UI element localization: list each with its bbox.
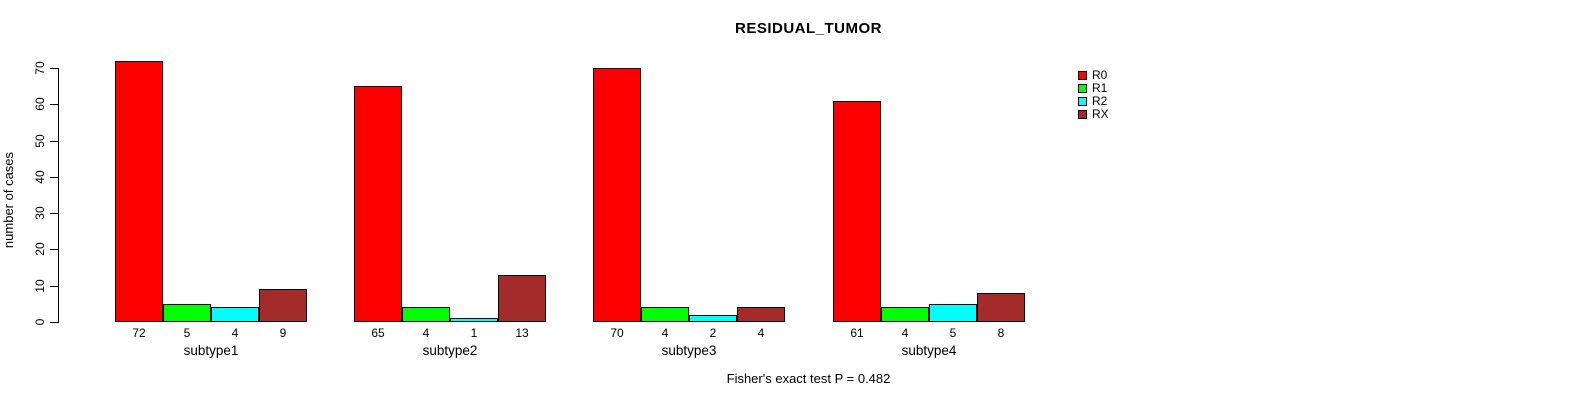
legend-swatch-icon <box>1078 110 1087 120</box>
legend-label: R0 <box>1092 68 1108 83</box>
bar-r2-subtype1 <box>211 307 259 322</box>
y-tick <box>50 322 58 323</box>
x-category-label-subtype3: subtype3 <box>661 343 717 358</box>
bar-value-label: 72 <box>132 326 146 340</box>
legend-item-r2: R2 <box>1078 93 1109 109</box>
bar-value-label: 70 <box>610 326 624 340</box>
bar-r0-subtype4 <box>833 101 881 322</box>
legend-item-rx: RX <box>1078 106 1109 122</box>
bar-value-label: 4 <box>757 326 765 340</box>
bar-rx-subtype4 <box>977 293 1025 322</box>
bar-value-label: 4 <box>901 326 909 340</box>
bar-value-label: 65 <box>371 326 385 340</box>
bar-r2-subtype3 <box>689 315 737 322</box>
bar-r0-subtype1 <box>115 61 163 322</box>
bar-value-label: 5 <box>949 326 957 340</box>
y-tick <box>50 213 58 215</box>
y-tick <box>50 176 58 178</box>
legend-label: R1 <box>1092 81 1108 96</box>
bar-r2-subtype4 <box>929 304 977 322</box>
legend-label: RX <box>1092 107 1109 122</box>
fisher-test-annotation: Fisher's exact test P = 0.482 <box>726 371 891 386</box>
bar-value-label: 4 <box>422 326 430 340</box>
bar-rx-subtype1 <box>259 289 307 322</box>
bar-value-label: 5 <box>183 326 191 340</box>
bar-r0-subtype3 <box>593 68 641 322</box>
y-axis-line <box>58 68 59 323</box>
legend-swatch-icon <box>1078 71 1087 81</box>
legend-item-r0: R0 <box>1078 67 1109 83</box>
y-tick <box>50 68 58 69</box>
legend-label: R2 <box>1092 94 1108 109</box>
legend-swatch-icon <box>1078 84 1087 94</box>
bar-r1-subtype1 <box>163 304 211 322</box>
bar-value-label: 9 <box>279 326 287 340</box>
bar-r1-subtype4 <box>881 307 929 322</box>
y-tick <box>50 285 58 287</box>
y-tick-label: 40 <box>33 170 47 184</box>
y-tick <box>50 104 58 106</box>
bar-value-label: 4 <box>661 326 669 340</box>
bar-value-label: 8 <box>997 326 1005 340</box>
y-tick-label: 0 <box>33 318 47 326</box>
bar-r1-subtype2 <box>402 307 450 322</box>
y-tick-label: 30 <box>33 206 47 220</box>
bar-r0-subtype2 <box>354 86 402 322</box>
bar-value-label: 13 <box>515 326 529 340</box>
bar-r1-subtype3 <box>641 307 689 322</box>
bar-value-label: 4 <box>231 326 239 340</box>
bar-rx-subtype3 <box>737 307 785 322</box>
bar-value-label: 61 <box>850 326 864 340</box>
y-tick-label: 20 <box>33 242 47 257</box>
bar-r2-subtype2 <box>450 318 498 322</box>
chart-title: RESIDUAL_TUMOR <box>734 20 882 37</box>
x-category-label-subtype4: subtype4 <box>901 343 957 358</box>
y-tick-label: 70 <box>33 61 47 75</box>
legend-swatch-icon <box>1078 97 1087 107</box>
y-axis-label: number of cases <box>1 151 16 249</box>
bar-value-label: 1 <box>470 326 478 340</box>
y-tick <box>50 140 58 142</box>
y-tick-label: 10 <box>33 279 47 293</box>
x-category-label-subtype2: subtype2 <box>422 343 478 358</box>
bar-value-label: 2 <box>709 326 717 340</box>
y-tick-label: 50 <box>33 133 47 148</box>
x-category-label-subtype1: subtype1 <box>183 343 239 358</box>
y-tick <box>50 249 58 251</box>
y-tick-label: 60 <box>33 97 47 111</box>
legend-item-r1: R1 <box>1078 80 1109 96</box>
bar-rx-subtype2 <box>498 275 546 322</box>
legend: R0 R1 R2 RX <box>1078 67 1109 122</box>
